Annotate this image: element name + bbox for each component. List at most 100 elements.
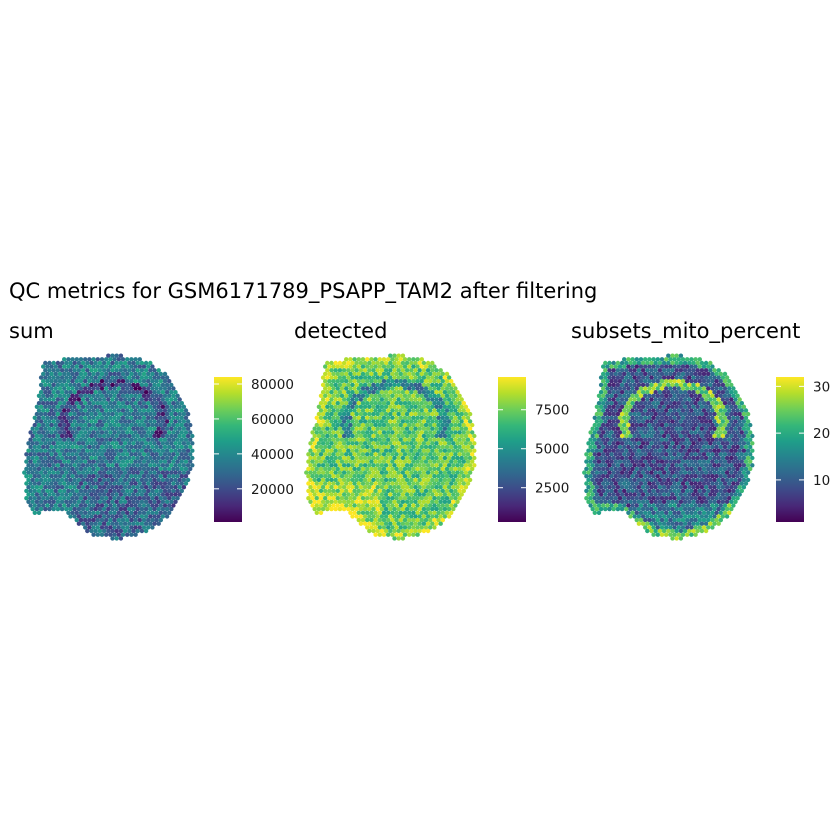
spot <box>112 466 117 472</box>
spot <box>645 419 650 424</box>
spot <box>72 477 77 483</box>
spot <box>691 448 696 453</box>
spot <box>139 485 145 490</box>
spot <box>655 364 660 369</box>
spot <box>741 411 747 417</box>
spot <box>636 521 642 526</box>
spot <box>59 360 65 366</box>
spot <box>444 452 450 457</box>
spot <box>691 441 696 446</box>
spot <box>645 375 650 380</box>
spot <box>632 375 637 380</box>
spot <box>607 441 612 446</box>
spot <box>451 463 456 468</box>
spot <box>318 466 324 472</box>
spot <box>348 466 353 472</box>
spot <box>693 488 698 494</box>
spot <box>122 521 128 526</box>
spot <box>459 411 464 417</box>
spot <box>325 433 330 439</box>
spot <box>396 455 401 461</box>
spot <box>624 499 629 504</box>
spot <box>95 422 101 428</box>
spot <box>409 419 414 424</box>
spot <box>66 386 71 391</box>
spot <box>55 492 61 497</box>
spot <box>672 401 677 406</box>
spot <box>365 517 370 523</box>
spot <box>43 499 48 504</box>
spot <box>348 408 353 413</box>
spot <box>104 452 109 457</box>
spot <box>55 382 61 388</box>
spot <box>101 375 107 380</box>
spot <box>154 408 159 413</box>
spot <box>38 499 44 504</box>
spot <box>93 514 98 519</box>
spot <box>419 371 424 377</box>
spot <box>718 503 723 508</box>
spot <box>30 470 35 475</box>
spot <box>649 499 654 504</box>
spot <box>695 433 700 439</box>
spot <box>701 386 707 391</box>
spot <box>28 466 33 472</box>
spot <box>594 485 600 490</box>
spot <box>106 419 111 424</box>
spot <box>169 477 174 483</box>
spot <box>617 481 623 486</box>
spot <box>603 397 608 402</box>
spot <box>383 419 389 424</box>
spot <box>76 441 82 446</box>
spot <box>720 397 726 402</box>
spot <box>668 364 673 369</box>
spot <box>146 503 151 508</box>
spot <box>685 525 690 530</box>
spot <box>693 481 698 486</box>
spot <box>93 426 98 431</box>
spot <box>689 386 694 391</box>
spot <box>169 463 174 468</box>
spot <box>356 386 361 391</box>
spot <box>396 375 401 380</box>
spot <box>668 401 673 406</box>
spot <box>586 463 591 468</box>
spot <box>438 463 443 468</box>
spot <box>714 474 719 479</box>
spot <box>398 510 403 515</box>
spot <box>171 481 176 486</box>
spot <box>381 401 387 406</box>
spot <box>423 488 429 494</box>
spot <box>360 408 366 413</box>
spot <box>703 455 709 461</box>
spot <box>423 408 429 413</box>
spot <box>674 368 679 373</box>
spot <box>160 463 166 468</box>
spot <box>356 379 361 384</box>
spot <box>689 393 694 398</box>
spot <box>152 397 157 402</box>
spot <box>99 415 105 420</box>
spot <box>99 481 105 486</box>
spot <box>59 506 65 512</box>
spot <box>718 437 723 442</box>
spot <box>655 357 660 362</box>
spot <box>455 499 460 504</box>
spot <box>381 510 387 515</box>
spot <box>53 437 58 442</box>
spot <box>666 353 671 358</box>
spot <box>367 448 372 453</box>
spot <box>154 444 159 450</box>
spot <box>112 525 117 530</box>
spot <box>383 390 389 395</box>
spot <box>622 422 627 428</box>
spot <box>722 371 728 377</box>
spot <box>139 368 145 373</box>
spot <box>394 459 399 464</box>
spot <box>603 426 608 431</box>
spot <box>308 455 313 461</box>
spot <box>666 506 671 512</box>
spot <box>619 455 625 461</box>
spot <box>451 470 456 475</box>
spot <box>409 390 414 395</box>
